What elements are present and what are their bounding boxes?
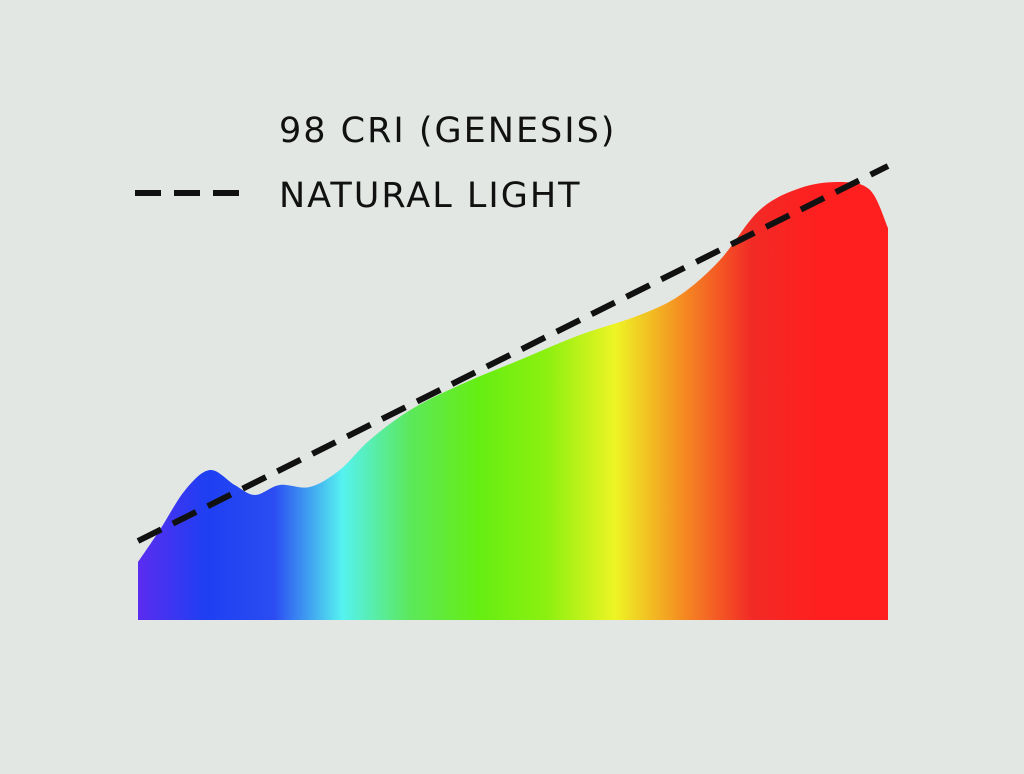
natural-light-line xyxy=(136,163,890,544)
spectrum-area xyxy=(138,181,888,620)
legend-label: NATURAL LIGHT xyxy=(279,176,582,216)
legend-label: 98 CRI (GENESIS) xyxy=(279,111,616,151)
